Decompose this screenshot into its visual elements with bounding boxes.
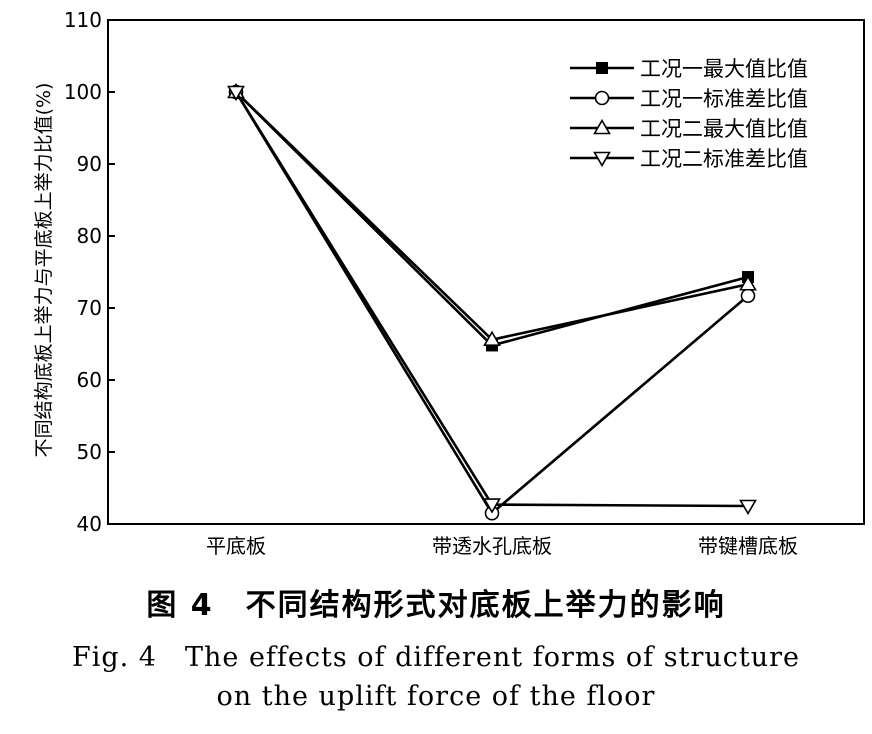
line-chart: 40 50 60 70 80 90 100 110 平底板 带透水孔底板 带键槽底板 不同结构底板… (33, 8, 865, 558)
x-axis-ticks: 平底板 带透水孔底板 带键槽底板 (206, 534, 798, 558)
plot-frame (107, 19, 865, 525)
legend-label: 工况一最大值比值 (640, 57, 808, 81)
triangle-up-marker (483, 330, 501, 346)
y-axis-label: 不同结构底板上举力与平底板上举力比值(%) (33, 83, 55, 458)
legend-item: 工况二最大值比值 (570, 117, 808, 141)
triangle-up-marker (739, 275, 757, 291)
x-category-label: 带键槽底板 (698, 534, 798, 558)
figure-caption-chinese: 图 4 不同结构形式对底板上举力的影响 (146, 588, 726, 623)
figure-caption-english-line2: on the uplift force of the floor (216, 681, 656, 712)
legend-label: 工况二标准差比值 (640, 147, 808, 171)
y-tick-label: 40 (77, 512, 102, 536)
legend-label: 工况一标准差比值 (640, 87, 808, 111)
triangle-down-marker (227, 85, 245, 102)
triangle-down-marker (593, 151, 611, 168)
circle-marker (740, 288, 756, 304)
circle-marker (594, 90, 610, 106)
triangle-up-marker (593, 118, 611, 135)
triangle-down-marker (739, 499, 757, 516)
legend-label: 工况二最大值比值 (640, 117, 808, 141)
square-marker (596, 62, 608, 74)
y-tick-label: 60 (77, 368, 102, 392)
figure-caption-english-line1: Fig. 4 The effects of different forms of… (71, 642, 800, 673)
y-tick-label: 70 (77, 296, 102, 320)
series-layer (227, 82, 757, 521)
y-tick-label: 100 (64, 80, 102, 104)
triangle-down-marker (483, 498, 501, 514)
legend-item: 工况一最大值比值 (570, 57, 808, 81)
y-axis-ticks: 40 50 60 70 80 90 100 110 (64, 8, 115, 536)
series-4 (227, 85, 757, 516)
x-category-label: 带透水孔底板 (432, 534, 552, 558)
legend-item: 工况一标准差比值 (570, 87, 808, 111)
y-tick-label: 80 (77, 224, 102, 248)
y-tick-label: 50 (77, 440, 102, 464)
x-category-label: 平底板 (206, 534, 266, 558)
y-tick-label: 90 (77, 152, 102, 176)
legend-item: 工况二标准差比值 (570, 147, 808, 171)
y-tick-label: 110 (64, 8, 102, 32)
